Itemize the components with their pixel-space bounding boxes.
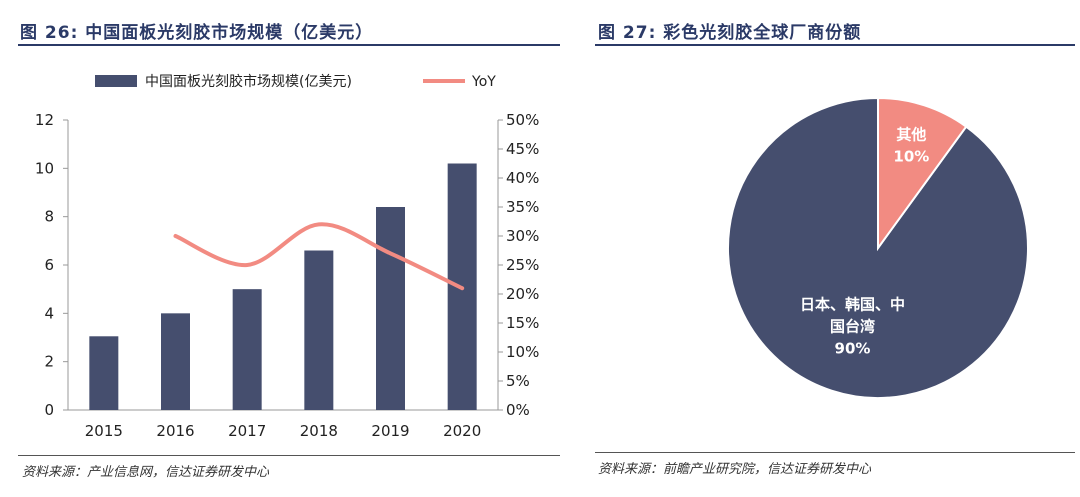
title-rule bbox=[595, 44, 1075, 46]
x-tick-label: 2019 bbox=[371, 422, 409, 440]
right-tick-label: 0% bbox=[506, 401, 530, 419]
pie-value-label: 10% bbox=[893, 147, 929, 165]
pie-slice-1 bbox=[877, 96, 968, 252]
pie-category-label: 国台湾 bbox=[830, 317, 875, 335]
legend-bar-swatch bbox=[95, 75, 137, 87]
legend-bar-label: 中国面板光刻胶市场规模(亿美元) bbox=[145, 73, 352, 90]
bar-2019 bbox=[376, 207, 405, 410]
right-tick-label: 20% bbox=[506, 285, 539, 303]
title-rule bbox=[18, 44, 560, 46]
source-rule bbox=[595, 452, 1075, 453]
figure-27-title: 图 27: 彩色光刻胶全球厂商份额 bbox=[598, 23, 862, 43]
left-tick-label: 0 bbox=[44, 401, 54, 419]
x-tick-label: 2020 bbox=[443, 422, 481, 440]
x-tick-label: 2016 bbox=[156, 422, 194, 440]
yoy-line bbox=[173, 222, 465, 291]
x-tick-label: 2015 bbox=[85, 422, 123, 440]
left-tick-label: 8 bbox=[44, 208, 54, 226]
right-tick-label: 25% bbox=[506, 256, 539, 274]
left-tick-label: 10 bbox=[35, 159, 54, 177]
legend-line-label: YoY bbox=[471, 74, 496, 90]
right-tick-label: 5% bbox=[506, 372, 530, 390]
axes: 0 2 4 6 8 10 12 0% 5% 10% 15% 20% 25% 30% 35% 40% 45% 50%… bbox=[35, 111, 539, 440]
legend: 中国面板光刻胶市场规模(亿美元) YoY bbox=[95, 73, 496, 90]
right-tick-label: 35% bbox=[506, 198, 539, 216]
right-tick-label: 45% bbox=[506, 140, 539, 158]
left-tick-label: 12 bbox=[35, 111, 54, 129]
bar-2017 bbox=[232, 289, 262, 410]
bars bbox=[89, 163, 477, 410]
bar-2015 bbox=[89, 336, 119, 410]
market-size-chart: 中国面板光刻胶市场规模(亿美元) YoY 0 2 4 6 8 10 12 0% 5% 10% 15%… bbox=[35, 73, 539, 440]
figure-26-title: 图 26: 中国面板光刻胶市场规模（亿美元） bbox=[20, 23, 374, 43]
left-tick-label: 6 bbox=[44, 256, 54, 274]
right-figure-panel: 图 27: 彩色光刻胶全球厂商份额 日本、韩国、中 国台湾 90% 其他 10% 资料来… bbox=[590, 0, 1080, 497]
left-tick-label: 4 bbox=[44, 304, 54, 322]
right-tick-label: 15% bbox=[506, 314, 539, 332]
left-source-note: 资料来源：产业信息网，信达证券研发中心 bbox=[22, 465, 270, 480]
right-tick-label: 10% bbox=[506, 343, 539, 361]
pie-category-label: 其他 bbox=[896, 125, 926, 143]
right-source-note: 资料来源：前瞻产业研究院，信达证券研发中心 bbox=[598, 462, 872, 477]
yoy-line-layer bbox=[173, 222, 465, 291]
x-tick-label: 2017 bbox=[228, 422, 266, 440]
bar-2018 bbox=[304, 250, 334, 410]
right-tick-label: 30% bbox=[506, 227, 539, 245]
left-tick-label: 2 bbox=[44, 353, 54, 371]
source-rule bbox=[18, 455, 560, 456]
right-tick-label: 40% bbox=[506, 169, 539, 187]
right-tick-label: 50% bbox=[506, 111, 539, 129]
pie-value-label: 90% bbox=[835, 339, 871, 357]
bar-2016 bbox=[161, 313, 190, 410]
left-figure-panel: 图 26: 中国面板光刻胶市场规模（亿美元） 中国面板光刻胶市场规模(亿美元) … bbox=[18, 23, 560, 480]
pie-category-label: 日本、韩国、中 bbox=[800, 295, 905, 313]
pie-slices bbox=[727, 96, 1029, 399]
x-tick-label: 2018 bbox=[300, 422, 338, 440]
